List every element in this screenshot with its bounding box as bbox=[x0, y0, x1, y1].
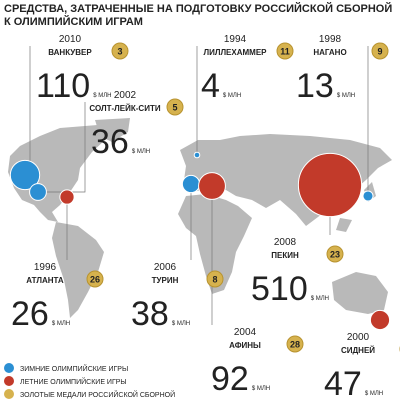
title-line: СРЕДСТВА, ЗАТРАЧЕННЫЕ НА ПОДГОТОВКУ РОСС… bbox=[4, 2, 392, 15]
spending-value: 92 bbox=[211, 360, 249, 398]
gold-medal bbox=[86, 270, 104, 288]
spending-bubble bbox=[362, 190, 374, 202]
unit: $ МЛН bbox=[337, 93, 355, 99]
unit: $ МЛН bbox=[365, 391, 383, 397]
spending-bubble bbox=[181, 174, 201, 194]
connector bbox=[38, 102, 86, 193]
unit: $ МЛН bbox=[52, 321, 70, 327]
spending-value: 26 bbox=[11, 295, 49, 333]
year: 2008 bbox=[274, 237, 297, 248]
spending-value: 47 bbox=[324, 365, 362, 401]
unit: $ МЛН bbox=[172, 321, 190, 327]
spending-bubble bbox=[198, 172, 226, 200]
year: 2004 bbox=[234, 327, 257, 338]
gold-medal bbox=[111, 42, 129, 60]
year: 2000 bbox=[347, 332, 370, 343]
year: 1996 bbox=[34, 262, 57, 273]
city: ПЕКИН bbox=[271, 251, 299, 260]
unit: $ МЛН bbox=[252, 386, 270, 392]
unit: $ МЛН bbox=[311, 296, 329, 302]
city: НАГАНО bbox=[313, 48, 346, 57]
gold-count: 23 bbox=[330, 250, 340, 260]
spending-value: 38 bbox=[131, 295, 169, 333]
gold-count: 8 bbox=[212, 275, 217, 285]
legend-swatch bbox=[4, 389, 14, 399]
spending-bubble bbox=[297, 152, 363, 218]
gold-medal bbox=[276, 42, 294, 60]
legend-label: ЛЕТНИЕ ОЛИМПИЙСКИЕ ИГРЫ bbox=[20, 377, 127, 386]
unit: $ МЛН bbox=[223, 93, 241, 99]
spending-value: 510 bbox=[251, 270, 308, 308]
spending-bubble bbox=[9, 159, 41, 191]
gold-count: 26 bbox=[90, 275, 100, 285]
year: 2010 bbox=[59, 34, 82, 45]
city: АФИНЫ bbox=[229, 341, 261, 350]
gold-count: 3 bbox=[117, 47, 122, 57]
spending-value: 36 bbox=[91, 123, 129, 161]
legend-label: ЗОЛОТЫЕ МЕДАЛИ РОССИЙСКОЙ СБОРНОЙ bbox=[20, 390, 175, 399]
year: 1994 bbox=[224, 34, 247, 45]
gold-medal bbox=[371, 42, 389, 60]
spending-bubble bbox=[29, 183, 47, 201]
gold-medal bbox=[286, 335, 304, 353]
unit: $ МЛН bbox=[132, 149, 150, 155]
city: ТУРИН bbox=[152, 276, 179, 285]
unit: $ МЛН bbox=[93, 93, 111, 99]
spending-value: 110 bbox=[36, 67, 90, 105]
gold-count: 28 bbox=[290, 340, 300, 350]
spending-bubble bbox=[369, 309, 391, 331]
gold-medal bbox=[206, 270, 224, 288]
spending-value: 4 bbox=[201, 67, 220, 105]
spending-bubble bbox=[59, 189, 75, 205]
gold-count: 9 bbox=[377, 47, 382, 57]
gold-medal bbox=[166, 98, 184, 116]
city: АТЛАНТА bbox=[26, 276, 64, 285]
bubbles bbox=[9, 151, 391, 331]
gold-count: 11 bbox=[280, 47, 290, 57]
legend-label: ЗИМНИЕ ОЛИМПИЙСКИЕ ИГРЫ bbox=[20, 364, 128, 373]
city: СОЛТ-ЛЕЙК-СИТИ bbox=[89, 104, 160, 113]
spending-value: 13 bbox=[296, 67, 334, 105]
legend-swatch bbox=[4, 363, 14, 373]
year: 2006 bbox=[154, 262, 177, 273]
gold-medal bbox=[326, 245, 344, 263]
city: СИДНЕЙ bbox=[341, 346, 375, 355]
legend-swatch bbox=[4, 376, 14, 386]
spending-bubble bbox=[193, 151, 201, 159]
city: ВАНКУВЕР bbox=[48, 48, 92, 57]
gold-count: 5 bbox=[172, 103, 177, 113]
year: 1998 bbox=[319, 34, 342, 45]
title: СРЕДСТВА, ЗАТРАЧЕННЫЕ НА ПОДГОТОВКУ РОСС… bbox=[4, 2, 392, 28]
world-map bbox=[8, 118, 392, 318]
year: 2002 bbox=[114, 90, 137, 101]
title-line: К ОЛИМПИЙСКИМ ИГРАМ bbox=[4, 15, 143, 28]
city: ЛИЛЛЕХАММЕР bbox=[203, 48, 267, 57]
